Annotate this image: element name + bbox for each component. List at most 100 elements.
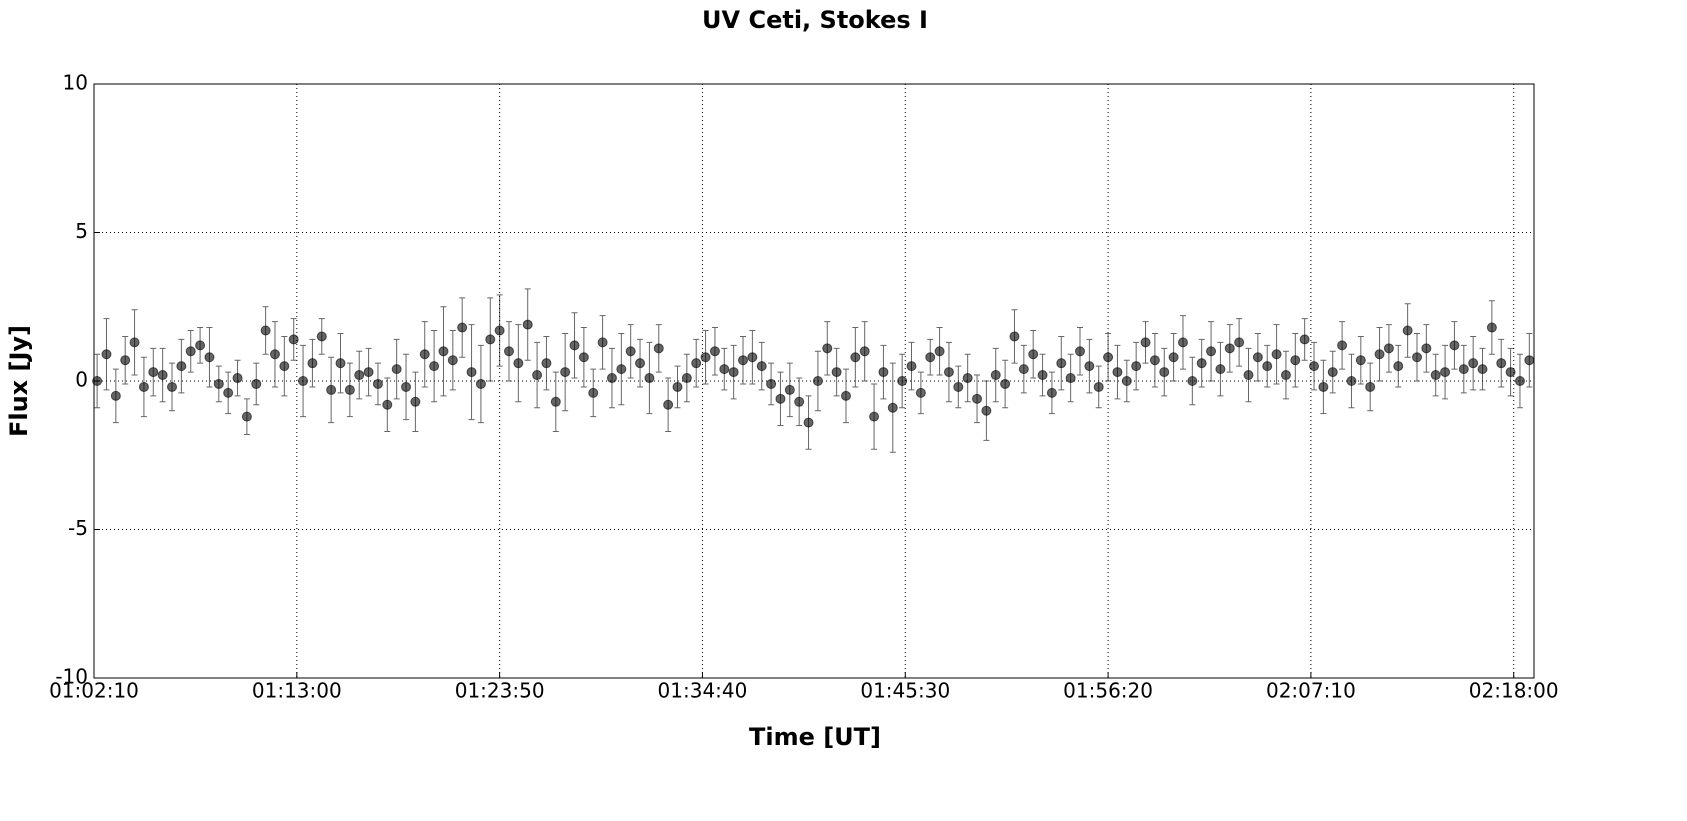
data-point [1262, 361, 1273, 372]
data-point [1075, 346, 1086, 357]
data-point [316, 331, 327, 342]
data-point [1402, 325, 1413, 336]
data-point [391, 364, 402, 375]
data-point [148, 367, 159, 378]
data-point [550, 396, 561, 407]
data-point [1056, 358, 1067, 369]
data-point [747, 352, 758, 363]
data-point [298, 376, 309, 386]
data-point [709, 346, 720, 357]
data-point [1018, 364, 1029, 375]
data-point [728, 367, 739, 378]
x-tick-label: 02:18:00 [1469, 679, 1559, 703]
data-point [560, 367, 571, 378]
data-point [616, 364, 627, 375]
data-point [1505, 367, 1516, 378]
data-point [822, 343, 833, 354]
data-point [962, 373, 973, 384]
data-point [1187, 376, 1198, 386]
data-point [672, 381, 683, 392]
data-point [635, 358, 646, 369]
data-point [1374, 349, 1385, 360]
data-point [1103, 352, 1114, 363]
data-point [1290, 355, 1301, 366]
data-point [503, 346, 514, 357]
data-point [223, 387, 234, 398]
data-point [606, 373, 617, 384]
data-point [307, 358, 318, 369]
data-point [794, 396, 805, 407]
data-point [326, 384, 337, 395]
data-point [1009, 331, 1020, 342]
data-point [1168, 352, 1179, 363]
data-point [1280, 370, 1291, 381]
data-point [466, 367, 477, 378]
data-point [541, 358, 552, 369]
data-point [700, 352, 711, 363]
data-point [372, 378, 383, 389]
data-point [1121, 376, 1132, 386]
data-point [1309, 361, 1320, 372]
data-point [897, 376, 908, 386]
data-point [1159, 367, 1170, 378]
data-point [1346, 376, 1357, 386]
data-point [382, 399, 393, 410]
data-point [279, 361, 290, 372]
y-tick-label: -5 [68, 516, 88, 540]
data-point [569, 340, 580, 351]
data-point [522, 319, 533, 330]
data-point [981, 405, 992, 416]
y-tick-label: 10 [63, 71, 88, 95]
data-point [653, 343, 664, 354]
data-point [532, 370, 543, 381]
data-point [269, 349, 280, 360]
data-point [1084, 361, 1095, 372]
data-point [1000, 378, 1011, 389]
data-point [925, 352, 936, 363]
data-point [1393, 361, 1404, 372]
data-point [644, 373, 655, 384]
data-point [1093, 381, 1104, 392]
data-point [906, 361, 917, 372]
data-point [1140, 337, 1151, 348]
data-point [1524, 355, 1535, 366]
data-point [1131, 361, 1142, 372]
data-point [1365, 381, 1376, 392]
data-point [176, 361, 187, 372]
data-point [1196, 358, 1207, 369]
data-point [1458, 364, 1469, 375]
y-tick-label: 0 [75, 368, 88, 392]
data-point [401, 381, 412, 392]
x-tick-label: 01:02:10 [49, 679, 139, 703]
data-point [92, 376, 103, 386]
data-point [260, 325, 271, 336]
data-point [681, 373, 692, 384]
data-point [1449, 340, 1460, 351]
data-point [363, 367, 374, 378]
data-point [953, 381, 964, 392]
y-axis-label: Flux [Jy] [5, 325, 33, 437]
chart-title: UV Ceti, Stokes I [702, 6, 928, 34]
data-point [625, 346, 636, 357]
data-point [204, 352, 215, 363]
data-point [1065, 373, 1076, 384]
data-point [1514, 376, 1525, 386]
data-point [831, 367, 842, 378]
x-tick-label: 01:56:20 [1063, 679, 1153, 703]
data-point [1496, 358, 1507, 369]
data-point [934, 346, 945, 357]
data-point [803, 417, 814, 428]
data-point [129, 337, 140, 348]
data-point [101, 349, 112, 360]
data-point [1327, 367, 1338, 378]
data-point [157, 370, 168, 381]
data-point [1037, 370, 1048, 381]
data-point [110, 390, 121, 401]
data-point [1234, 337, 1245, 348]
data-point [1224, 343, 1235, 354]
data-point [1477, 364, 1488, 375]
data-point [410, 396, 421, 407]
data-point [578, 352, 589, 363]
data-point [775, 393, 786, 404]
